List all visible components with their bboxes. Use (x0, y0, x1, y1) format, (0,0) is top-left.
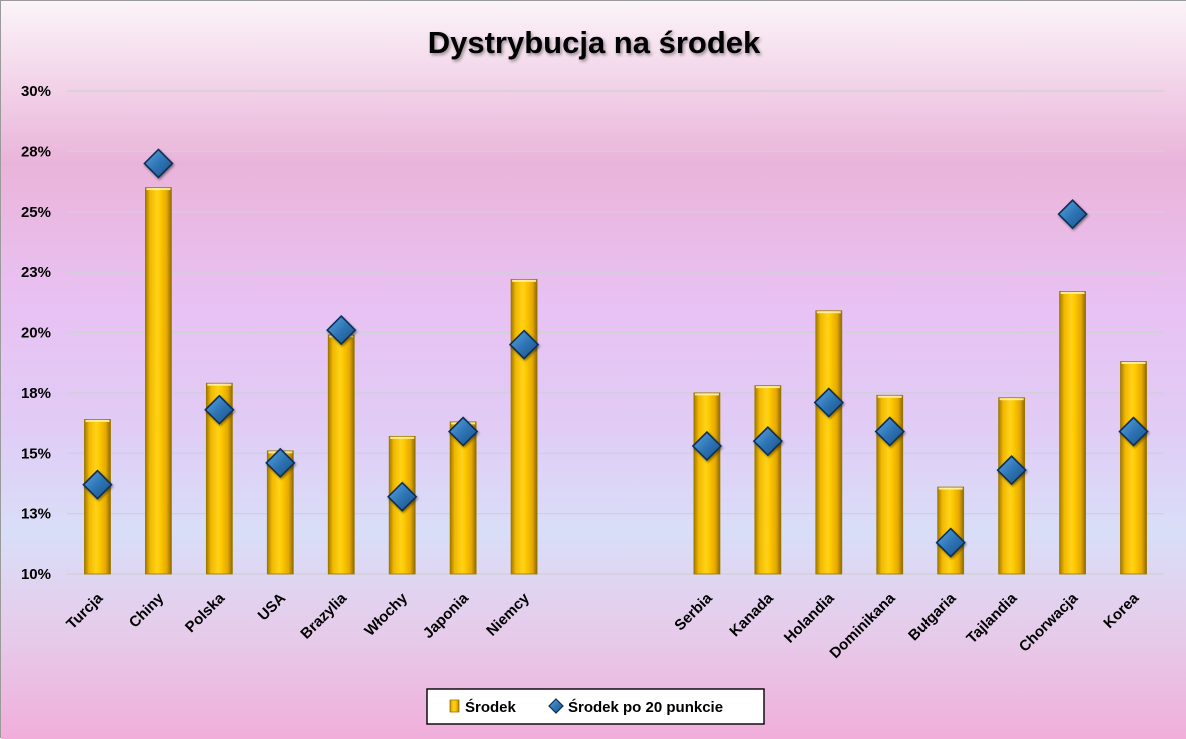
marker-point (691, 430, 723, 462)
bar (693, 392, 721, 575)
bar (1059, 291, 1086, 575)
marker-point (143, 148, 174, 179)
marker-point (265, 447, 296, 479)
marker-point (508, 329, 540, 360)
legend-swatch-bar (449, 699, 460, 713)
marker-point (387, 481, 418, 512)
bar (815, 310, 843, 575)
marker-point (1118, 416, 1149, 447)
y-tick-label: 15% (21, 445, 51, 462)
y-tick-label: 28% (21, 143, 51, 160)
marker-point (813, 387, 844, 418)
y-tick-label: 23% (21, 264, 51, 281)
marker-series (82, 148, 1149, 558)
marker-point (935, 527, 966, 558)
y-tick-label: 25% (21, 204, 51, 221)
bar (998, 397, 1026, 575)
marker-point (996, 455, 1027, 486)
legend-swatch-marker (548, 698, 564, 714)
bar (145, 187, 172, 575)
bar-series (84, 187, 1147, 575)
y-tick-label: 10% (21, 566, 51, 583)
bar (1120, 361, 1147, 575)
y-tick-label: 18% (21, 385, 51, 402)
chart-title: Dystrybucja na środek (428, 25, 761, 60)
gridlines (67, 90, 1164, 575)
bar (510, 278, 538, 575)
bar (754, 385, 782, 575)
marker-point (448, 416, 479, 447)
y-tick-label: 20% (21, 325, 51, 342)
bar (327, 334, 355, 575)
marker-point (874, 416, 905, 447)
y-tick-label: 13% (21, 506, 51, 523)
marker-point (82, 469, 113, 500)
bar (84, 419, 111, 575)
marker-point (752, 426, 783, 457)
marker-point (326, 314, 357, 346)
legend-label: Środek (465, 698, 517, 716)
legend-box (426, 688, 765, 725)
y-axis: 10% 13% 15% 18% 20% 23% 25% 28% 30% (21, 83, 51, 583)
marker-point (204, 394, 235, 425)
legend-label: Środek po 20 punkcie (568, 698, 723, 716)
y-tick-label: 30% (21, 83, 51, 100)
marker-point (1057, 199, 1088, 230)
legend: Środek Środek po 20 punkcie (426, 688, 765, 725)
